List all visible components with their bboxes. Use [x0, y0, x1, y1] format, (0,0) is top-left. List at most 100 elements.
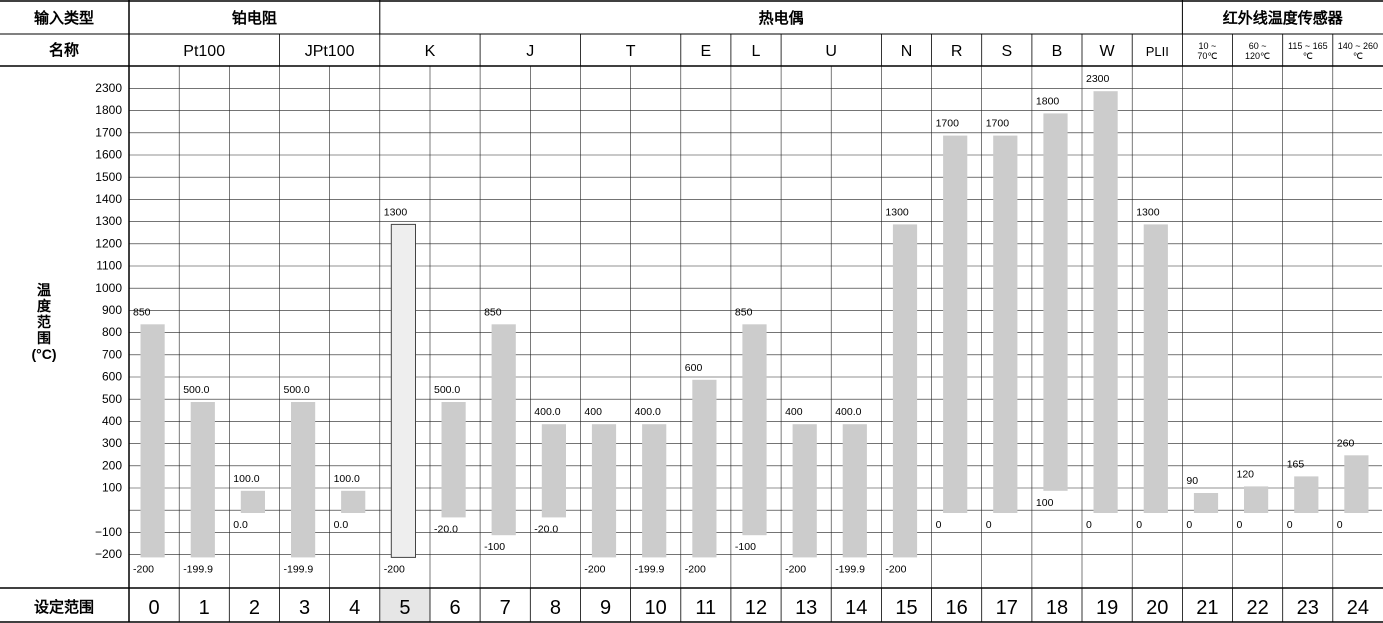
bar-min-label: -199.9	[183, 563, 213, 575]
y-tick-label: 1400	[95, 192, 122, 206]
setting-code: 1	[199, 597, 210, 619]
y-tick-label: 700	[102, 347, 122, 361]
sensor-name: Pt100	[183, 43, 225, 60]
bar-max-label: 90	[1186, 475, 1198, 487]
bar-min-label: 0	[1136, 519, 1142, 531]
bar-max-label: 120	[1237, 468, 1255, 480]
setting-code: 24	[1347, 597, 1369, 619]
sensor-name: ℃	[1303, 51, 1313, 61]
setting-code: 6	[449, 597, 460, 619]
range-bar	[742, 324, 767, 536]
bar-max-label: 100.0	[334, 473, 360, 485]
bar-max-label: 2300	[1086, 73, 1110, 85]
y-axis-title: 围	[37, 330, 51, 346]
bar-max-label: 500.0	[183, 384, 209, 396]
range-bar	[892, 224, 918, 558]
setting-code: 11	[695, 597, 716, 619]
range-bar	[140, 324, 165, 558]
range-bar	[1244, 486, 1269, 513]
footer-label: 设定范围	[34, 598, 94, 616]
bar-min-label: -199.9	[284, 563, 314, 575]
setting-code: 19	[1096, 597, 1118, 619]
y-axis-title: 范	[37, 314, 51, 330]
sensor-name: 10 ~	[1199, 41, 1217, 51]
range-bar	[190, 402, 215, 558]
y-tick-label: 1500	[95, 170, 122, 184]
range-bar	[1043, 113, 1068, 491]
y-tick-label: 1300	[95, 214, 122, 228]
setting-code: 23	[1297, 597, 1319, 619]
bar-max-label: 500.0	[284, 384, 310, 396]
y-tick-label: 900	[102, 303, 122, 317]
row2-label: 名称	[49, 41, 79, 59]
range-bar	[993, 135, 1018, 513]
highlight-cell	[379, 588, 430, 622]
y-tick-label: 1700	[95, 125, 122, 139]
bar-min-label: 0	[936, 519, 942, 531]
setting-code: 0	[149, 597, 160, 619]
setting-code: 21	[1196, 597, 1218, 619]
bar-max-label: 600	[685, 362, 703, 374]
sensor-name: J	[526, 43, 534, 60]
y-tick-label: −100	[95, 525, 122, 539]
range-bar	[943, 135, 968, 513]
range-bar	[341, 490, 366, 513]
setting-code: 17	[996, 597, 1018, 619]
range-bar	[1093, 91, 1118, 513]
bar-max-label: 850	[484, 306, 502, 318]
bar-min-label: -100	[735, 541, 756, 553]
setting-code: 2	[249, 597, 260, 619]
bar-max-label: 1300	[885, 206, 909, 218]
range-bar	[842, 424, 867, 558]
setting-code: 12	[745, 597, 767, 619]
y-tick-label: 100	[102, 481, 122, 495]
row1-label: 输入类型	[34, 9, 94, 27]
bar-max-label: 100.0	[233, 473, 259, 485]
sensor-name: N	[901, 43, 913, 60]
bar-max-label: 1700	[986, 118, 1010, 130]
input-type-group: 红外线温度传感器	[1223, 9, 1344, 27]
bar-min-label: 0	[1237, 519, 1243, 531]
sensor-name: U	[825, 43, 837, 60]
bar-max-label: 1300	[1136, 206, 1160, 218]
bar-max-label: 400.0	[534, 406, 560, 418]
bar-max-label: 500.0	[434, 384, 460, 396]
sensor-name: 115 ~ 165	[1288, 41, 1328, 51]
y-tick-label: 600	[102, 370, 122, 384]
bar-min-label: -199.9	[835, 563, 865, 575]
bar-max-label: 400	[584, 406, 602, 418]
y-tick-label: −200	[95, 547, 122, 561]
y-axis-title: 度	[37, 298, 52, 314]
setting-code: 20	[1146, 597, 1168, 619]
setting-code: 15	[895, 597, 917, 619]
bar-min-label: 0	[1086, 519, 1092, 531]
y-tick-label: 500	[102, 392, 122, 406]
range-bar	[1143, 224, 1168, 513]
bar-max-label: 400.0	[635, 406, 661, 418]
setting-code: 3	[299, 597, 310, 619]
sensor-name: T	[626, 43, 636, 60]
bar-min-label: -200	[685, 563, 706, 575]
range-bar	[491, 324, 516, 536]
setting-code: 14	[845, 597, 867, 619]
sensor-name: L	[752, 43, 761, 60]
bar-min-label: 0	[1186, 519, 1192, 531]
bar-max-label: 400.0	[835, 406, 861, 418]
y-tick-label: 800	[102, 325, 122, 339]
bar-min-label: 100	[1036, 497, 1054, 509]
sensor-name: PLII	[1146, 44, 1169, 59]
bar-min-label: -200	[133, 563, 154, 575]
setting-code: 22	[1246, 597, 1268, 619]
bar-max-label: 1700	[936, 118, 960, 130]
range-bar	[1344, 455, 1369, 513]
range-bar	[591, 424, 617, 558]
bar-min-label: 0	[1287, 519, 1293, 531]
y-tick-label: 1800	[95, 103, 122, 117]
y-axis-title: (°C)	[31, 346, 56, 362]
range-bar	[692, 379, 717, 558]
sensor-name: 60 ~	[1249, 41, 1267, 51]
setting-code: 5	[399, 597, 410, 619]
bar-max-label: 1300	[384, 206, 408, 218]
range-bar	[792, 424, 817, 558]
setting-code: 4	[349, 597, 360, 619]
